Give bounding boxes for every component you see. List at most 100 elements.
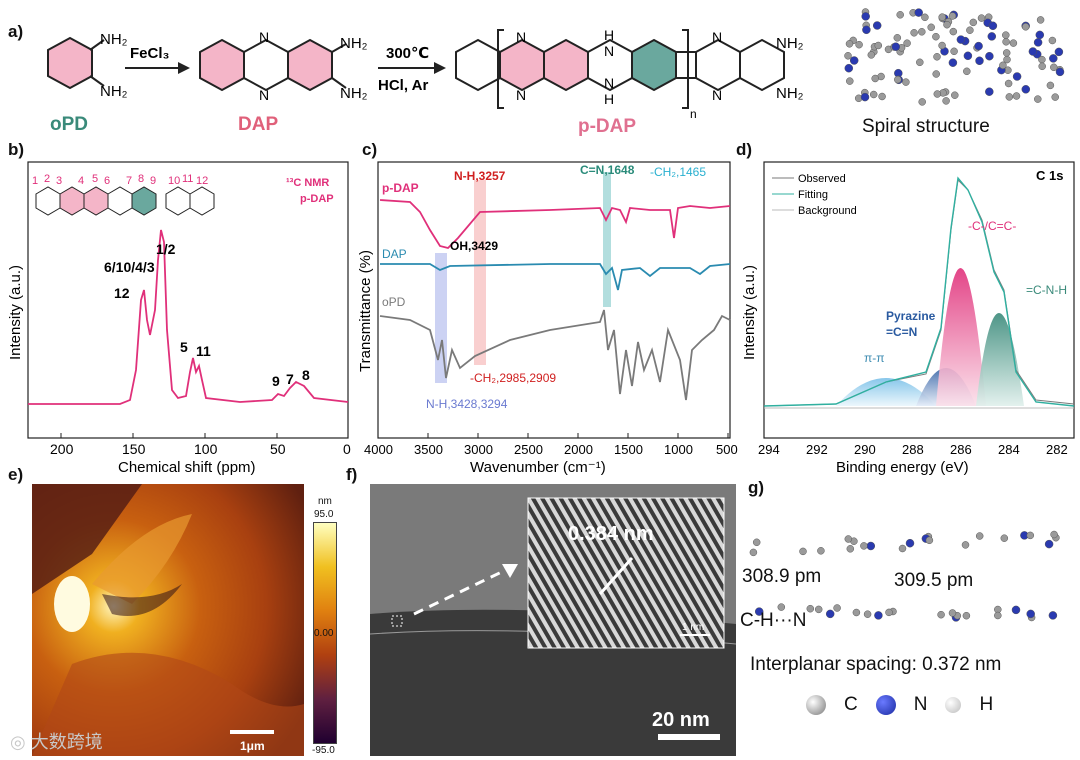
carbon-atom [932,32,940,41]
carbon-atom [863,610,872,618]
carbon-atom [878,92,886,101]
panel-label-d: d) [736,140,753,159]
xps-ylabel: Intensity (a.u.) [741,265,758,360]
pdap-n6: N [712,87,722,103]
dap-n-bottom: N [259,87,269,103]
carbon-atom [898,544,907,553]
carbon-atom [1003,55,1011,64]
ftir-xtick-500: 500 [716,442,738,457]
carbon-atom [867,51,876,59]
nitrogen-atom [963,51,973,61]
nmr-atom-12: 12 [196,175,208,187]
hydrogen-atom-icon [945,697,962,713]
carbon-atom [927,23,935,32]
carbon-atom [852,608,861,617]
carbon-atom [855,40,863,49]
panel-label-e: e) [8,465,24,484]
ftir-annot-nh3257: N-H,3257 [454,169,506,183]
xps-legend-observed: Observed [798,173,846,185]
carbon-atom [1002,49,1011,57]
xps-legend-background: Background [798,205,857,217]
carbon-atom [962,611,971,620]
panel-label-g: g) [748,478,765,497]
nitrogen-atom [874,611,883,620]
xps-xtick-282: 282 [1046,442,1068,457]
carbon-atom [902,78,910,86]
spiral-caption: Spiral structure [862,116,990,137]
panel-label-b: b) [8,140,25,159]
carbon-atom [918,98,926,106]
carbon-atom [874,41,883,50]
ftir-chart: 4000 3500 3000 2500 2000 1500 1000 500 W… [357,161,738,476]
ftir-xtick-3500: 3500 [414,442,443,457]
nitrogen-atom [862,25,871,35]
tem-image: 0.384 nm 1 nm 20 nm [370,484,736,756]
carbon-atom [949,27,958,36]
carbon-atom [961,541,970,549]
carbon-atom [903,39,911,47]
ftir-opd-line [379,309,731,401]
ftir-series-dap: DAP [382,247,407,261]
carbon-atom [951,91,959,99]
xps-fitting-line [763,176,1075,407]
nitrogen-atom [825,609,835,619]
nitrogen-atom [1055,67,1065,77]
carbon-atom [845,40,854,48]
carbon-atom [942,97,950,105]
xps-xlabel: Binding energy (eV) [836,459,969,476]
carbon-atom [948,609,957,617]
carbon-atom [749,548,758,557]
carbon-atom [844,52,852,60]
nitrogen-atom [1049,54,1058,63]
ftir-band-cn [603,172,611,307]
nitrogen-atom [914,8,923,17]
carbon-atom [918,28,926,36]
carbon-atom [1038,62,1046,71]
pdap-n3: N [604,43,614,59]
model-distance-1: 308.9 pm [742,566,822,587]
carbon-atom [1048,36,1057,45]
carbon-atom [1036,16,1045,24]
panel-label-a: a) [8,22,24,41]
carbon-atom [799,547,807,556]
nitrogen-atom [844,63,854,73]
tem-inset-scale: 1 nm [682,622,704,633]
nitrogen-atom [849,56,859,65]
tem-scalebar-label: 20 nm [652,709,710,731]
xps-title: C 1s [1036,168,1063,183]
carbon-atom [844,535,853,543]
nitrogen-atom [891,42,901,51]
reaction-scheme: NH₂ NH₂ oPD FeCl₃ N N NH₂ NH₂ DAP 300℃ H… [47,27,804,137]
carbon-atom [975,532,984,540]
xps-peak-cnh [976,313,1024,406]
carbon-atom [932,70,940,78]
model-legend: C N H [806,694,993,716]
carbon-atom [1000,534,1009,542]
carbon-atom [943,20,951,29]
carbon-atom [1026,531,1035,540]
nitrogen-atom [988,21,998,31]
nitrogen-atom [975,56,984,66]
tem-inset-lattice [527,497,725,649]
ftir-annot-cn1648: C=N,1648 [580,163,635,177]
nmr-atom-6: 6 [104,175,110,187]
nmr-atom-5: 5 [92,173,98,185]
nmr-legend-1: ¹³C NMR [286,177,329,189]
ftir-annot-oh: OH,3429 [450,239,498,253]
nitrogen-atom-icon [875,695,896,715]
afm-unit: nm [318,496,332,507]
legend-h: H [979,694,994,715]
afm-scalebar-label: 1μm [240,739,265,753]
legend-n: N [913,694,928,715]
carbon-atom [938,41,946,50]
nmr-legend-2: p-DAP [300,193,334,205]
pdap-n4: N [604,75,614,91]
carbon-atom [1050,530,1058,539]
dap-nh2-bottom: NH₂ [340,85,368,102]
opd-nh2-top: NH₂ [100,31,128,48]
nmr-peak-8: 8 [302,367,310,383]
nitrogen-atom [860,92,870,102]
carbon-atom [1012,92,1021,100]
ftir-dap-line [380,263,731,291]
ftir-annot-ch1465: -CH₂,1465 [650,165,706,179]
